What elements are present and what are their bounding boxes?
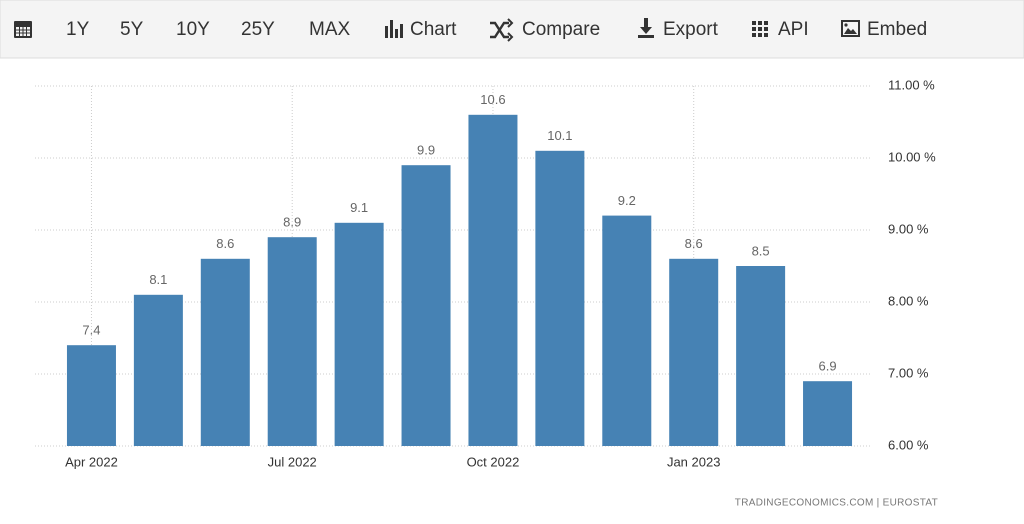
data-label: 9.2 bbox=[618, 193, 636, 208]
y-tick-label: 8.00 % bbox=[888, 293, 929, 308]
y-tick-label: 6.00 % bbox=[888, 437, 929, 452]
api-icon[interactable] bbox=[752, 21, 768, 37]
bar bbox=[267, 237, 317, 446]
calendar-icon[interactable] bbox=[14, 21, 32, 38]
y-tick-label: 11.00 % bbox=[888, 77, 935, 92]
bar bbox=[133, 294, 183, 446]
x-tick-label: Oct 2022 bbox=[467, 454, 520, 469]
y-tick-label: 9.00 % bbox=[888, 221, 929, 236]
bar bbox=[535, 150, 585, 447]
data-label: 8.1 bbox=[149, 272, 167, 287]
action-button[interactable]: API bbox=[778, 19, 809, 40]
x-tick-label: Jan 2023 bbox=[667, 454, 721, 469]
chart-icon[interactable] bbox=[385, 20, 403, 38]
bar bbox=[401, 165, 451, 446]
export-icon[interactable] bbox=[638, 18, 654, 38]
data-label: 10.6 bbox=[480, 92, 505, 107]
data-label: 9.9 bbox=[417, 143, 435, 158]
bar bbox=[200, 258, 250, 446]
range-button[interactable]: 25Y bbox=[241, 19, 275, 40]
y-tick-label: 10.00 % bbox=[888, 149, 936, 164]
bar bbox=[669, 258, 719, 446]
bar bbox=[803, 381, 853, 446]
source-credit: TRADINGECONOMICS.COM | EUROSTAT bbox=[735, 498, 938, 509]
data-label: 8.6 bbox=[685, 236, 703, 251]
bar bbox=[66, 345, 116, 446]
compare-icon[interactable] bbox=[490, 18, 514, 42]
range-button[interactable]: 10Y bbox=[176, 19, 210, 40]
action-button[interactable]: Chart bbox=[410, 19, 457, 40]
bar bbox=[468, 114, 518, 447]
data-label: 9.1 bbox=[350, 200, 368, 215]
x-tick-label: Apr 2022 bbox=[65, 454, 118, 469]
data-label: 8.9 bbox=[283, 215, 301, 230]
x-tick-label: Jul 2022 bbox=[268, 454, 317, 469]
action-button[interactable]: Compare bbox=[522, 19, 600, 40]
data-label: 8.6 bbox=[216, 236, 234, 251]
bar bbox=[736, 266, 786, 446]
y-tick-label: 7.00 % bbox=[888, 365, 929, 380]
action-button[interactable]: Export bbox=[663, 19, 719, 40]
embed-icon[interactable] bbox=[841, 20, 860, 37]
bar bbox=[602, 215, 652, 446]
data-label: 8.5 bbox=[752, 243, 770, 258]
data-label: 10.1 bbox=[547, 128, 572, 143]
data-label: 6.9 bbox=[819, 359, 837, 374]
range-button[interactable]: 1Y bbox=[66, 19, 90, 40]
range-button[interactable]: 5Y bbox=[120, 19, 144, 40]
bar bbox=[334, 222, 384, 446]
range-button[interactable]: MAX bbox=[309, 19, 351, 40]
data-label: 7.4 bbox=[82, 323, 100, 338]
action-button[interactable]: Embed bbox=[867, 19, 927, 40]
